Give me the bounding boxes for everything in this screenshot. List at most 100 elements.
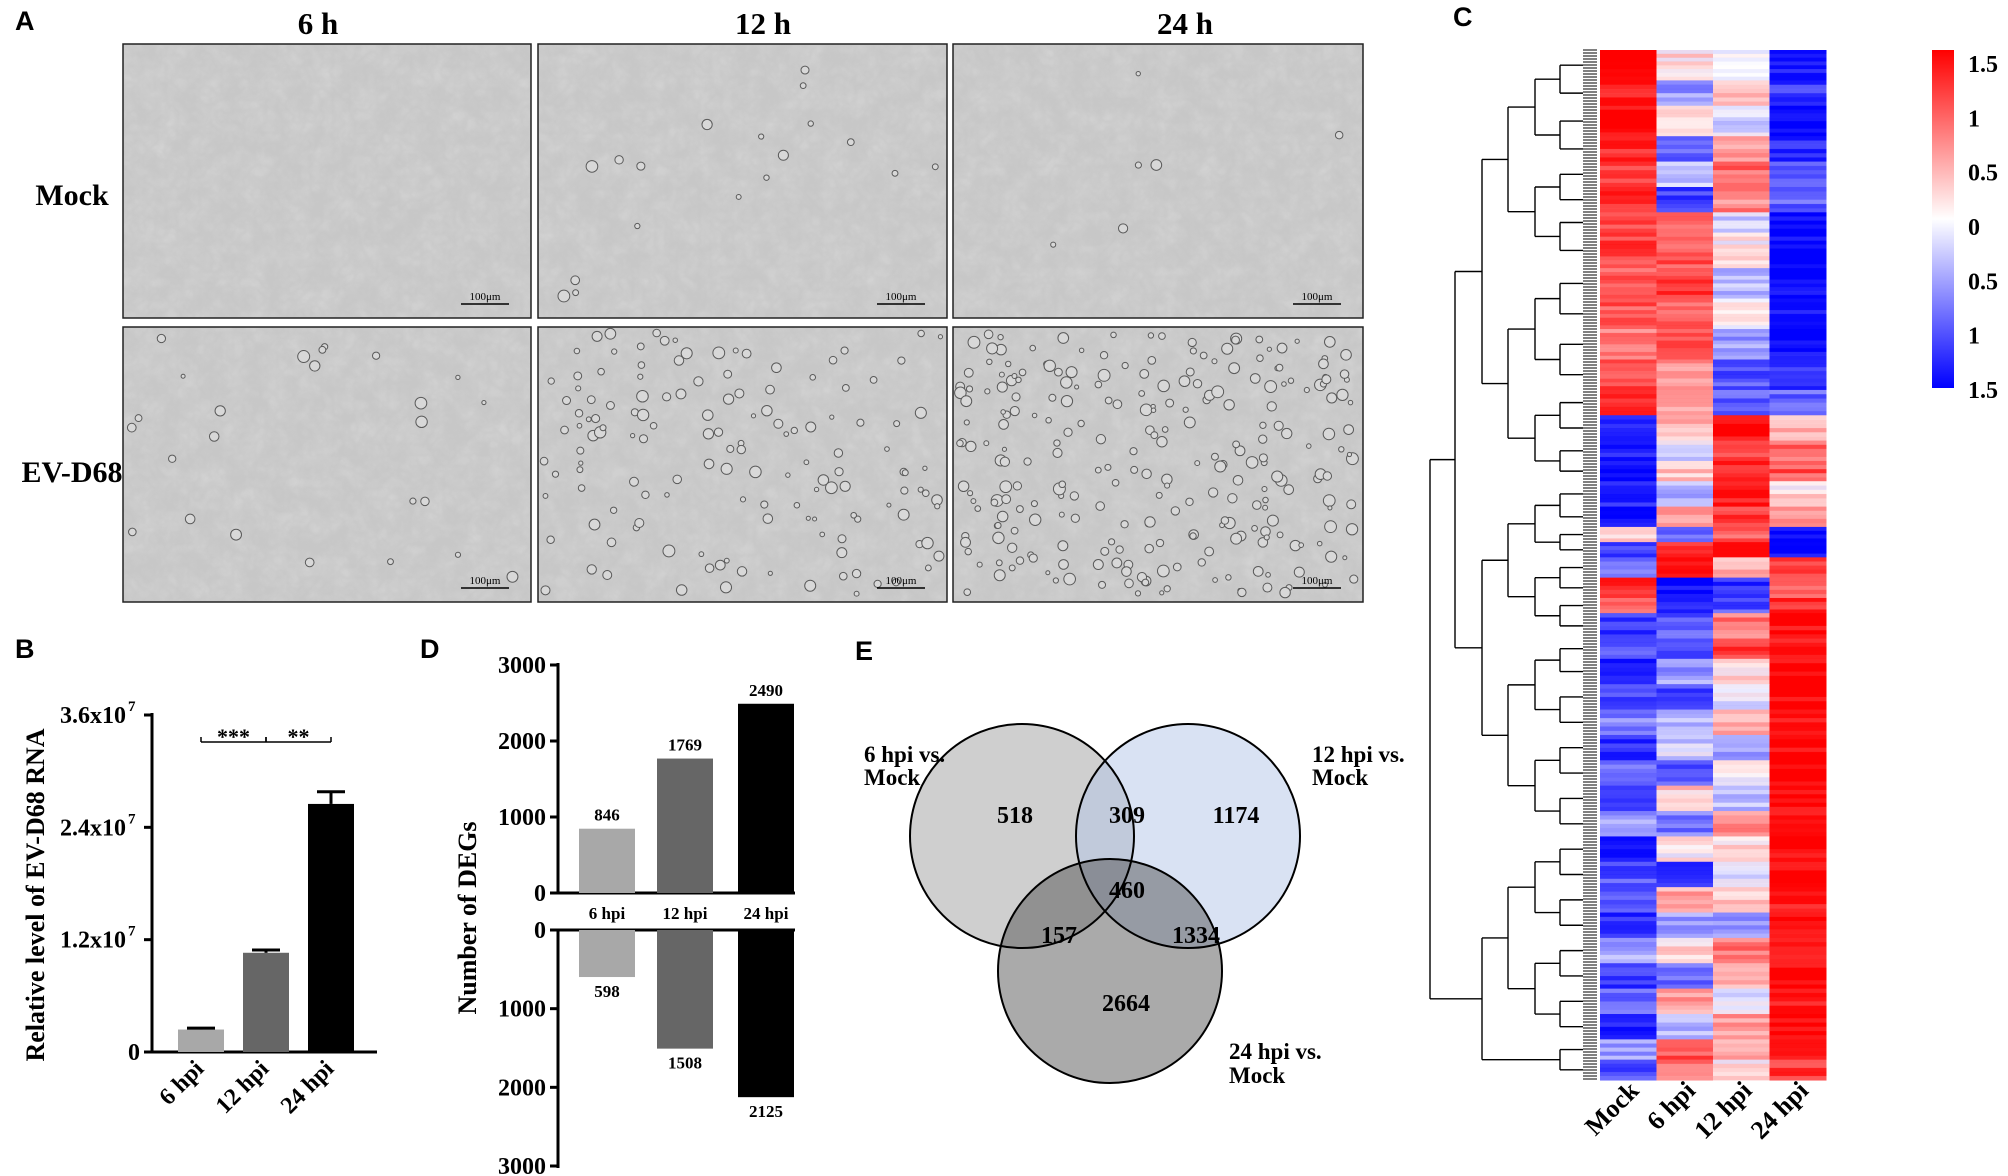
rounded-cell [1256, 354, 1264, 362]
heatmap-row-stripe [1656, 997, 1714, 1002]
heatmap-row-stripe [1769, 526, 1827, 532]
heatmap-row-stripe [1656, 178, 1714, 184]
heatmap-row-stripe [1600, 1001, 1657, 1006]
colorbar-tick-label: 0 [1968, 215, 1980, 241]
heatmap-row-stripe [1600, 946, 1657, 951]
heatmap-row-stripe [1600, 522, 1657, 528]
rounded-cell [597, 367, 605, 376]
heatmap-row-stripe [1769, 382, 1827, 387]
row-label-evd68: EV-D68 [21, 456, 122, 489]
bar-value-down: 1508 [668, 1054, 702, 1073]
heatmap-row-stripe [1600, 577, 1657, 583]
heatmap-row-stripe [1713, 878, 1770, 884]
heatmap-row-stripe [1600, 650, 1657, 656]
heatmap-row-stripe [1713, 605, 1770, 610]
heatmap-row-stripe [1656, 186, 1714, 192]
heatmap-row-stripe [1713, 228, 1770, 233]
heatmap-row-stripe [1713, 577, 1770, 583]
heatmap-row-stripe [1713, 448, 1770, 454]
heatmap-row-stripe [1600, 1018, 1657, 1023]
heatmap-row-stripe [1769, 93, 1827, 98]
heatmap-row-stripe [1713, 298, 1770, 303]
rounded-cell [931, 163, 939, 171]
heatmap-row-stripe [1769, 1047, 1827, 1052]
heatmap-row-stripe [1656, 605, 1714, 610]
heatmap-row-stripe [1656, 268, 1714, 273]
rounded-cell [576, 446, 585, 455]
rounded-cell [773, 418, 784, 429]
heatmap-row-stripe [1600, 109, 1657, 114]
rounded-cell [575, 385, 582, 392]
heatmap-row-stripe [1769, 498, 1827, 503]
heatmap-row-stripe [1656, 609, 1714, 614]
rounded-cell [834, 467, 844, 477]
rounded-cell [1271, 470, 1284, 483]
rounded-cell [1197, 558, 1206, 567]
heatmap-row-stripe [1769, 1055, 1827, 1061]
heatmap-row-stripe [1600, 287, 1657, 292]
heatmap-row-stripe [1656, 355, 1714, 360]
heatmap-row-stripe [1769, 370, 1827, 376]
heatmap-row-stripe [1600, 849, 1657, 854]
heatmap-row-stripe [1713, 72, 1770, 77]
heatmap-row-stripe [1769, 781, 1827, 787]
rounded-cell [793, 501, 801, 509]
heatmap-row-stripe [1600, 530, 1657, 535]
bar-down-6-hpi [579, 930, 635, 978]
rounded-cell [1322, 581, 1328, 588]
heatmap-row-stripe [1713, 980, 1770, 985]
heatmap-row-stripe [1600, 658, 1657, 664]
heatmap-row-stripe [1769, 760, 1827, 765]
heatmap-row-stripe [1656, 861, 1714, 867]
heatmap-row-stripe [1656, 374, 1714, 379]
colorbar-tick-label: 1.5 [1968, 378, 1998, 404]
heatmap-row-stripe [1656, 601, 1714, 606]
heatmap-row-stripe [1600, 861, 1657, 867]
rounded-cell [1130, 465, 1139, 474]
heatmap-row-stripe [1600, 348, 1657, 353]
rounded-cell [1095, 501, 1105, 511]
heatmap-row-stripe [1600, 240, 1657, 245]
rounded-cell [984, 388, 991, 395]
heatmap-row-stripe [1600, 696, 1657, 702]
heatmap-row-stripe [1713, 1022, 1770, 1028]
rounded-cell [1258, 453, 1268, 463]
heatmap-row-stripe [1713, 456, 1770, 462]
heatmap-row-stripe [1769, 460, 1827, 466]
heatmap-row-stripe [1713, 402, 1770, 408]
heatmap-row-stripe [1656, 1055, 1714, 1061]
heatmap-row-stripe [1713, 840, 1770, 846]
rounded-cell [1172, 562, 1182, 572]
significance-stars: *** [217, 724, 250, 749]
heatmap-row-stripe [1713, 244, 1770, 249]
rounded-cell [649, 421, 658, 430]
panel-label-e: E [855, 636, 873, 666]
heatmap-row-stripe [1713, 132, 1770, 137]
heatmap-row-stripe [1769, 170, 1827, 175]
heatmap-row-stripe [1769, 1063, 1827, 1069]
heatmap-row-stripe [1656, 921, 1714, 926]
rounded-cell [1245, 456, 1259, 469]
heatmap-row-stripe [1769, 751, 1827, 757]
heatmap-row-stripe [1656, 252, 1714, 257]
heatmap-row-stripe [1713, 798, 1770, 803]
heatmap-row-stripe [1713, 534, 1770, 539]
rounded-cell [1150, 431, 1159, 440]
heatmap-row-stripe [1713, 773, 1770, 778]
heatmap-row-stripe [1600, 252, 1657, 257]
rounded-cell [1316, 540, 1323, 547]
heatmap-row-stripe [1713, 601, 1770, 606]
heatmap-row-stripe [1600, 585, 1657, 591]
heatmap-row-stripe [1656, 1075, 1714, 1081]
heatmap-row-stripe [1600, 988, 1657, 994]
heatmap-row-stripe [1656, 275, 1714, 280]
micrograph-cells [953, 44, 1363, 318]
heatmap-row-stripe [1600, 773, 1657, 778]
heatmap-row-stripe [1656, 630, 1714, 635]
heatmap-row-stripe [1713, 80, 1770, 85]
heatmap-row-stripe [1713, 178, 1770, 184]
heatmap-row-stripe [1656, 97, 1714, 102]
heatmap-row-stripe [1769, 811, 1827, 816]
rounded-cell [1210, 452, 1219, 461]
rounded-cell [1121, 361, 1129, 370]
